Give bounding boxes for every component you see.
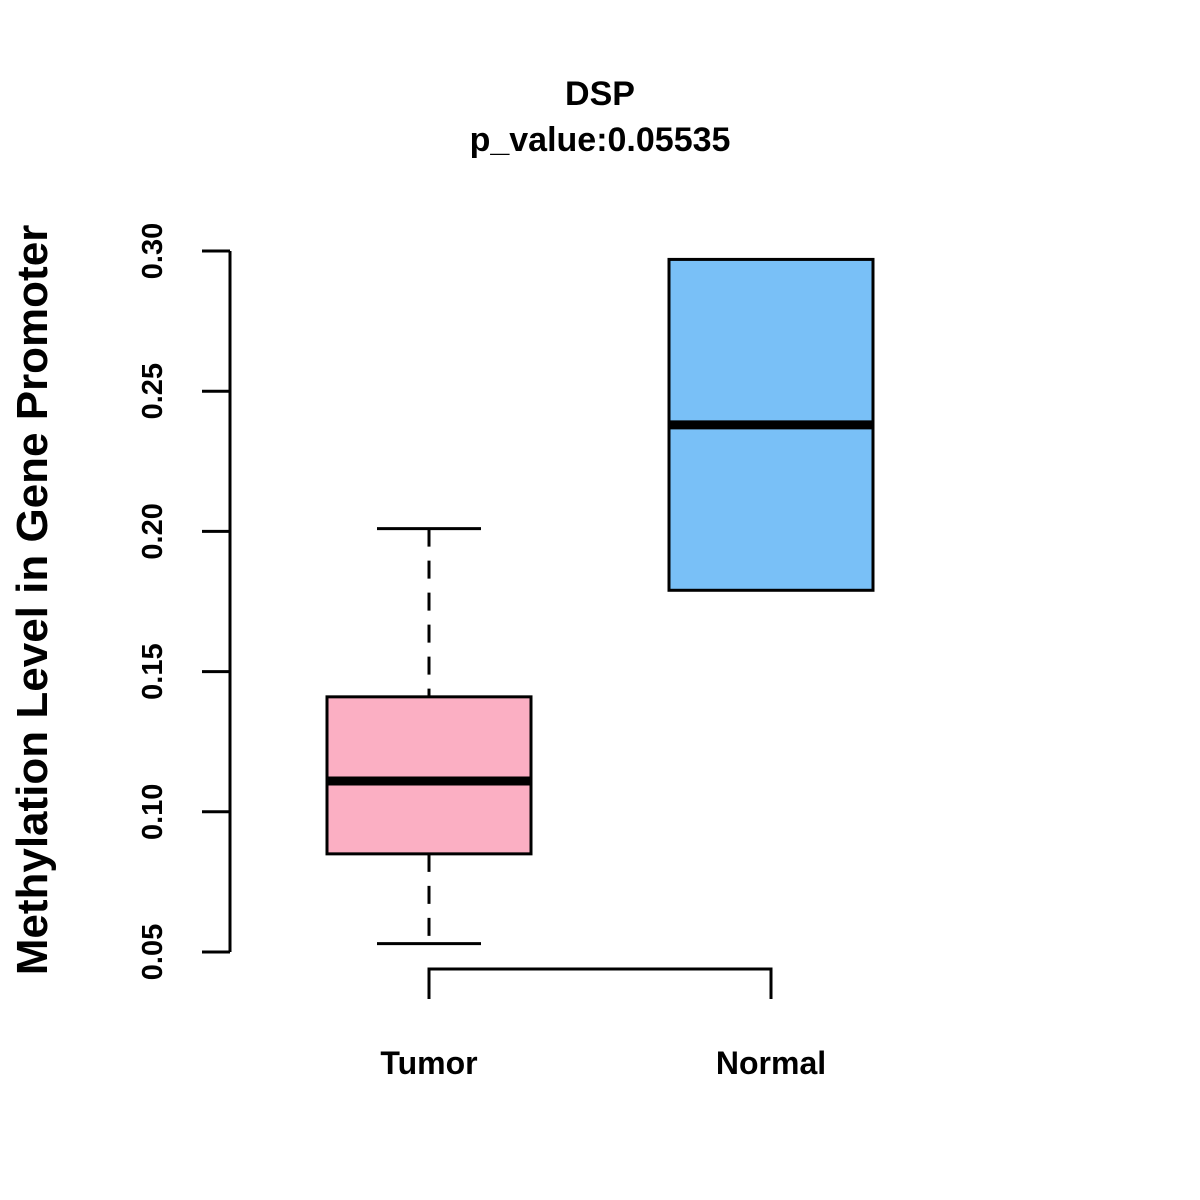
y-tick-label: 0.20: [137, 503, 169, 559]
y-tick-label: 0.05: [137, 924, 169, 980]
chart-title: DSP: [565, 75, 635, 113]
chart-subtitle: p_value:0.05535: [470, 121, 731, 159]
y-axis-label: Methylation Level in Gene Promoter: [8, 225, 57, 976]
category-labels-group: Tumor Normal: [380, 1045, 826, 1081]
box-normal: [667, 257, 875, 592]
y-tick-label: 0.30: [137, 223, 169, 279]
category-label-normal: Normal: [716, 1045, 826, 1081]
significance-bracket: [427, 967, 773, 999]
y-tick-label: 0.10: [137, 784, 169, 840]
box-tumor: [325, 527, 533, 946]
boxes-group: [325, 257, 875, 946]
y-tick-label: 0.25: [137, 363, 169, 419]
category-label-tumor: Tumor: [380, 1045, 477, 1081]
y-tick-label: 0.15: [137, 643, 169, 699]
box-rect: [325, 695, 533, 856]
y-axis: 0.05 0.10 0.15 0.20 0.25 0.30: [137, 223, 232, 980]
significance-bracket-group: [427, 967, 773, 999]
